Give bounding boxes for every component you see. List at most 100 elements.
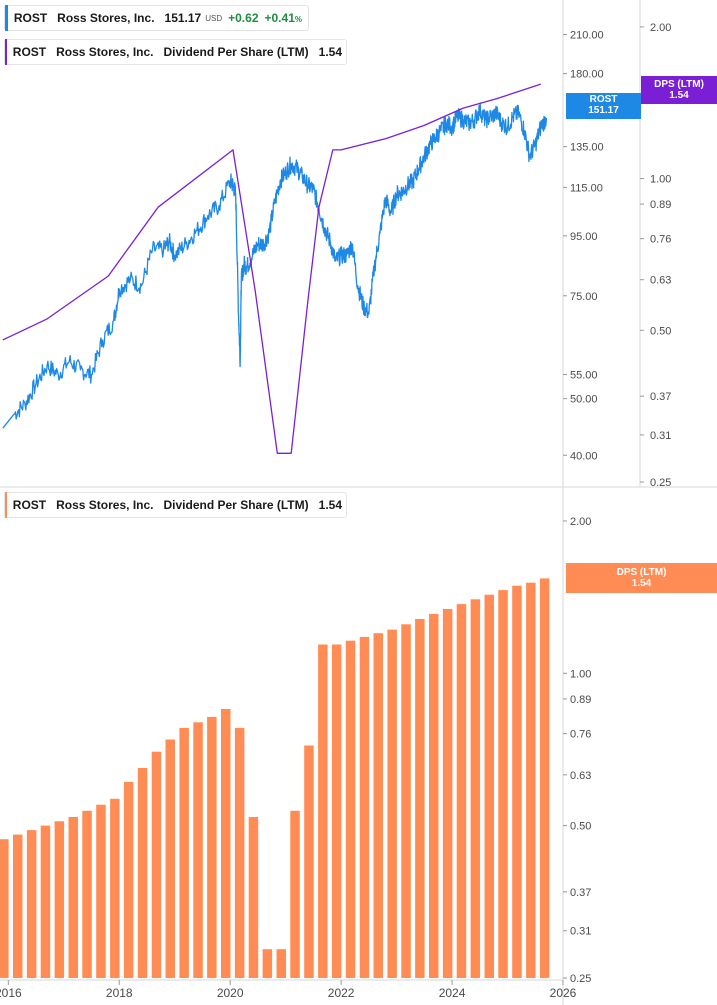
bar-axis-label-5: 0.50 bbox=[570, 821, 591, 833]
price-series-line[interactable] bbox=[2, 102, 548, 429]
dps-axis-label-2: 0.89 bbox=[650, 199, 671, 211]
legend-dps-top-value: 1.54 bbox=[318, 45, 342, 59]
bar-axis-label-1: 1.00 bbox=[570, 668, 591, 680]
dps-bar[interactable] bbox=[526, 582, 536, 978]
dps-axis-label-4: 0.63 bbox=[650, 275, 671, 287]
dps-tag-top: DPS (LTM) 1.54 bbox=[641, 76, 717, 104]
dps-bar[interactable] bbox=[151, 751, 162, 978]
legend-price-swatch bbox=[5, 5, 8, 31]
dps-bar[interactable] bbox=[373, 633, 384, 978]
dps-axis-label-3: 0.76 bbox=[650, 234, 671, 246]
price-axis-label-7: 50.00 bbox=[570, 394, 598, 406]
legend-dps-top-swatch bbox=[5, 39, 7, 65]
price-axis-label-1: 180.00 bbox=[570, 69, 604, 81]
bar-axis-label-0: 2.00 bbox=[570, 516, 591, 528]
dps-bar[interactable] bbox=[248, 817, 259, 978]
dps-bar[interactable] bbox=[123, 781, 134, 978]
dps-bar[interactable] bbox=[359, 636, 370, 978]
bar-axis-label-3: 0.76 bbox=[570, 729, 591, 741]
legend-dps-bottom[interactable]: ROST Ross Stores, Inc. Dividend Per Shar… bbox=[4, 492, 347, 518]
dps-bar[interactable] bbox=[179, 727, 189, 978]
x-axis-label-2: 2020 bbox=[217, 986, 244, 1000]
dps-bar[interactable] bbox=[0, 839, 9, 978]
x-axis-label-5: 2026 bbox=[550, 986, 577, 1000]
legend-dps-top-series: Dividend Per Share (LTM) bbox=[163, 45, 309, 59]
dps-bar[interactable] bbox=[345, 640, 356, 978]
dps-axis-label-0: 2.00 bbox=[650, 22, 671, 34]
dps-bar[interactable] bbox=[290, 810, 300, 978]
legend-dps-top[interactable]: ROST Ross Stores, Inc. Dividend Per Shar… bbox=[4, 39, 347, 65]
legend-price[interactable]: ROST Ross Stores, Inc. 151.17 USD +0.62 … bbox=[4, 5, 309, 31]
dps-bar[interactable] bbox=[470, 599, 481, 978]
dps-bar[interactable] bbox=[484, 594, 495, 978]
legend-dps-top-name: Ross Stores, Inc. bbox=[56, 45, 154, 59]
dps-bar[interactable] bbox=[96, 804, 106, 978]
legend-dps-bottom-series: Dividend Per Share (LTM) bbox=[163, 498, 309, 512]
price-tag: ROST 151.17 bbox=[566, 93, 641, 119]
price-axis-label-6: 55.00 bbox=[570, 369, 598, 381]
dps-bar[interactable] bbox=[54, 821, 65, 978]
x-axis-label-1: 2018 bbox=[106, 986, 133, 1000]
dps-bar[interactable] bbox=[13, 834, 23, 978]
dps-bar[interactable] bbox=[401, 624, 411, 978]
dps-bar[interactable] bbox=[539, 578, 550, 978]
dps-bar[interactable] bbox=[110, 798, 120, 978]
legend-price-symbol: ROST bbox=[13, 11, 48, 25]
dps-bar[interactable] bbox=[207, 716, 217, 978]
legend-price-pct-sign: % bbox=[294, 15, 302, 24]
bar-axis-label-2: 0.89 bbox=[570, 694, 591, 706]
x-axis-label-4: 2024 bbox=[439, 986, 466, 1000]
dps-axis-label-1: 1.00 bbox=[650, 174, 671, 186]
price-axis-label-2: 135.00 bbox=[570, 142, 604, 154]
legend-price-value: 151.17 bbox=[164, 11, 202, 25]
bar-axis-label-4: 0.63 bbox=[570, 770, 591, 782]
legend-dps-top-symbol: ROST bbox=[12, 45, 47, 59]
price-axis-label-4: 95.00 bbox=[570, 231, 598, 243]
dps-bar[interactable] bbox=[318, 644, 328, 979]
dps-bar[interactable] bbox=[429, 613, 439, 978]
dps-bar[interactable] bbox=[68, 817, 79, 978]
dps-axis-label-5: 0.50 bbox=[650, 325, 671, 337]
dps-bar[interactable] bbox=[331, 644, 342, 979]
dps-axis-label-6: 0.37 bbox=[650, 391, 671, 403]
price-tag-value: 151.17 bbox=[588, 105, 619, 116]
dps-bar[interactable] bbox=[234, 727, 245, 978]
price-axis-label-0: 210.00 bbox=[570, 30, 604, 42]
dps-bar[interactable] bbox=[26, 830, 37, 978]
dps-bar[interactable] bbox=[415, 619, 425, 978]
price-tag-label: ROST bbox=[589, 94, 618, 105]
legend-price-name: Ross Stores, Inc. bbox=[57, 11, 155, 25]
dps-bar[interactable] bbox=[304, 745, 314, 979]
bar-axis-label-6: 0.37 bbox=[570, 887, 591, 899]
dps-bar[interactable] bbox=[262, 949, 273, 978]
legend-dps-bottom-symbol: ROST bbox=[12, 498, 47, 512]
legend-dps-bottom-name: Ross Stores, Inc. bbox=[56, 498, 154, 512]
dps-bar[interactable] bbox=[442, 609, 453, 978]
x-axis-label-3: 2022 bbox=[328, 986, 355, 1000]
dps-bar[interactable] bbox=[512, 585, 522, 978]
dps-bar[interactable] bbox=[221, 709, 231, 978]
legend-price-change: +0.62 bbox=[228, 11, 259, 25]
dps-bar[interactable] bbox=[387, 629, 397, 978]
legend-price-change-pct: +0.41% bbox=[265, 11, 303, 25]
legend-price-currency: USD bbox=[205, 13, 223, 23]
dps-series-line[interactable] bbox=[2, 83, 542, 454]
dps-bar[interactable] bbox=[40, 825, 51, 978]
dps-bar[interactable] bbox=[456, 604, 467, 978]
dps-bar[interactable] bbox=[82, 810, 92, 978]
dps-tag-bottom-value: 1.54 bbox=[631, 578, 652, 589]
dps-bar[interactable] bbox=[137, 768, 148, 978]
dps-tag-top-value: 1.54 bbox=[669, 90, 689, 101]
dps-bar[interactable] bbox=[276, 949, 287, 978]
legend-dps-bottom-value: 1.54 bbox=[318, 498, 342, 512]
dps-axis-label-8: 0.25 bbox=[650, 477, 671, 489]
dps-bar[interactable] bbox=[193, 722, 203, 978]
price-axis-label-5: 75.00 bbox=[570, 291, 598, 303]
price-axis-label-3: 115.00 bbox=[570, 182, 603, 194]
dps-bar[interactable] bbox=[498, 590, 508, 978]
x-axis-label-0: 2016 bbox=[0, 986, 22, 1000]
price-axis-label-8: 40.00 bbox=[570, 450, 598, 462]
dps-bar[interactable] bbox=[165, 739, 176, 979]
bar-axis-label-7: 0.31 bbox=[570, 926, 591, 938]
